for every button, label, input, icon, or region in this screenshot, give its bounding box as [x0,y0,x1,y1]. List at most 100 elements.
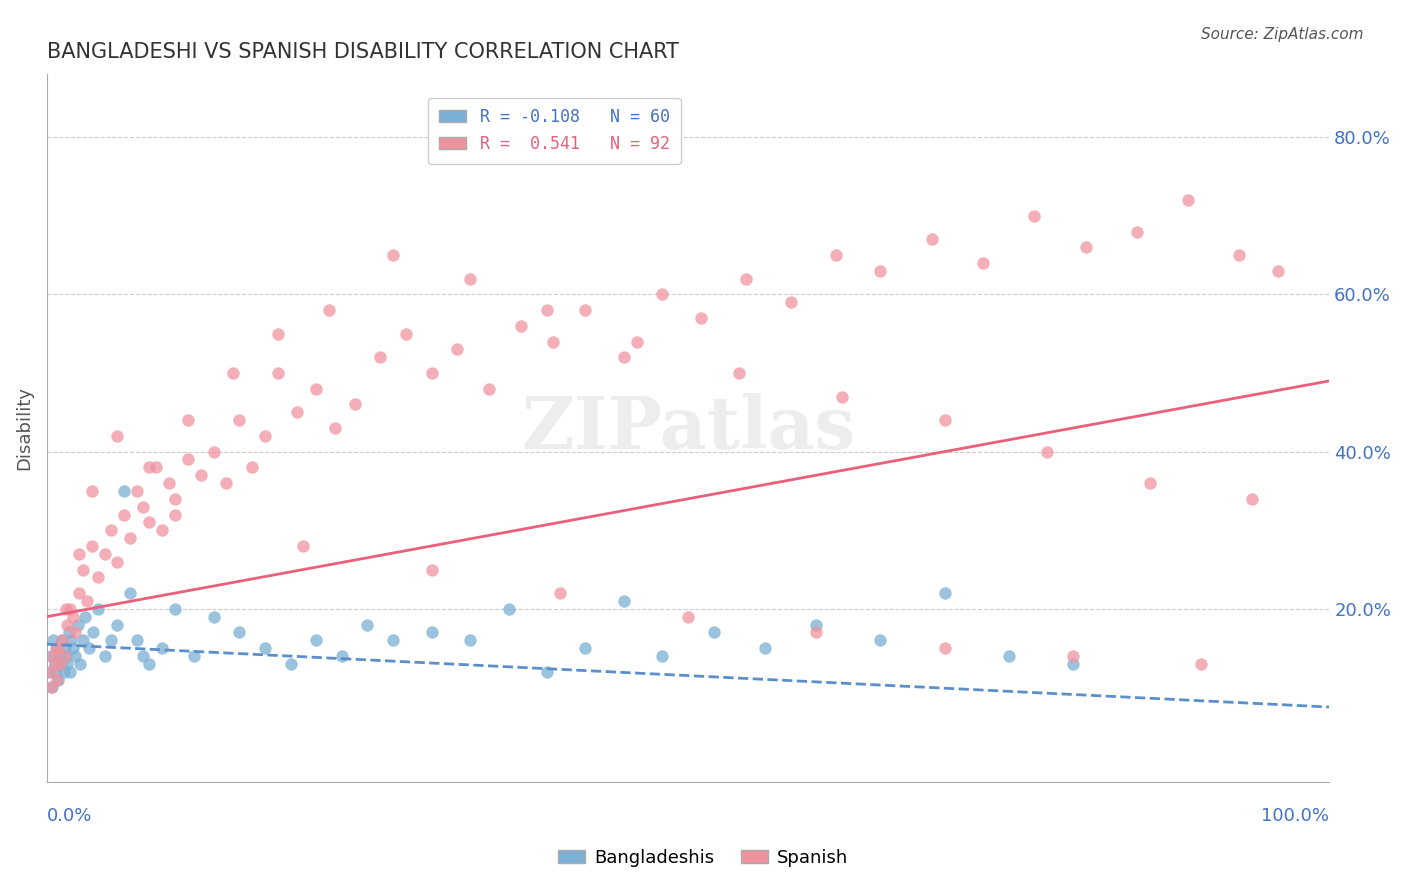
Point [824,248,846,262]
Point [934,586,956,600]
Point [806,617,828,632]
Point [72,562,94,576]
Point [510,318,533,333]
Text: BANGLADESHI VS SPANISH DISABILITY CORRELATION CHART: BANGLADESHI VS SPANISH DISABILITY CORREL… [46,42,679,62]
Point [66,617,89,632]
Point [997,648,1019,663]
Point [165,602,187,616]
Point [1074,240,1097,254]
Point [138,657,160,671]
Point [651,287,673,301]
Point [446,343,468,357]
Point [44,657,66,671]
Point [165,491,187,506]
Point [177,452,200,467]
Point [120,531,142,545]
Text: ZIPatlas: ZIPatlas [522,392,855,464]
Point [543,334,565,349]
Point [80,483,103,498]
Point [202,609,225,624]
Point [42,633,65,648]
Point [869,264,891,278]
Point [138,460,160,475]
Point [45,665,67,679]
Point [613,351,636,365]
Point [325,421,347,435]
Point [120,586,142,600]
Point [267,366,290,380]
Point [498,602,520,616]
Point [215,476,238,491]
Point [107,617,129,632]
Point [574,303,596,318]
Point [44,657,66,671]
Point [972,256,994,270]
Point [93,547,115,561]
Point [222,366,245,380]
Legend: Bangladeshis, Spanish: Bangladeshis, Spanish [550,842,856,874]
Point [80,539,103,553]
Point [420,562,443,576]
Point [1177,193,1199,207]
Point [305,382,328,396]
Point [39,648,62,663]
Point [77,641,100,656]
Point [53,648,76,663]
Point [56,657,79,671]
Point [42,648,65,663]
Point [93,648,115,663]
Point [1139,476,1161,491]
Point [52,665,75,679]
Point [87,602,110,616]
Point [46,641,69,656]
Legend: R = -0.108   N = 60, R =  0.541   N = 92: R = -0.108 N = 60, R = 0.541 N = 92 [427,97,681,164]
Point [228,625,250,640]
Point [240,460,263,475]
Point [651,648,673,663]
Point [62,609,84,624]
Point [132,648,155,663]
Point [145,460,167,475]
Point [202,444,225,458]
Point [548,586,571,600]
Point [1024,209,1046,223]
Point [676,609,699,624]
Point [1062,657,1084,671]
Point [382,248,405,262]
Point [67,547,90,561]
Text: 0.0%: 0.0% [46,806,93,824]
Point [779,295,801,310]
Point [330,648,353,663]
Point [51,633,73,648]
Point [478,382,501,396]
Point [190,468,212,483]
Point [69,657,91,671]
Point [574,641,596,656]
Point [420,625,443,640]
Point [60,633,83,648]
Point [420,366,443,380]
Point [183,648,205,663]
Point [49,657,72,671]
Point [112,483,135,498]
Point [280,657,302,671]
Point [138,516,160,530]
Point [703,625,725,640]
Point [382,633,405,648]
Point [63,625,86,640]
Point [100,633,122,648]
Point [67,586,90,600]
Point [41,681,63,695]
Point [292,539,315,553]
Point [62,641,84,656]
Point [48,673,70,687]
Point [1229,248,1251,262]
Point [690,311,713,326]
Point [59,665,82,679]
Point [305,633,328,648]
Point [45,641,67,656]
Point [228,413,250,427]
Point [1036,444,1059,458]
Point [318,303,340,318]
Point [150,641,173,656]
